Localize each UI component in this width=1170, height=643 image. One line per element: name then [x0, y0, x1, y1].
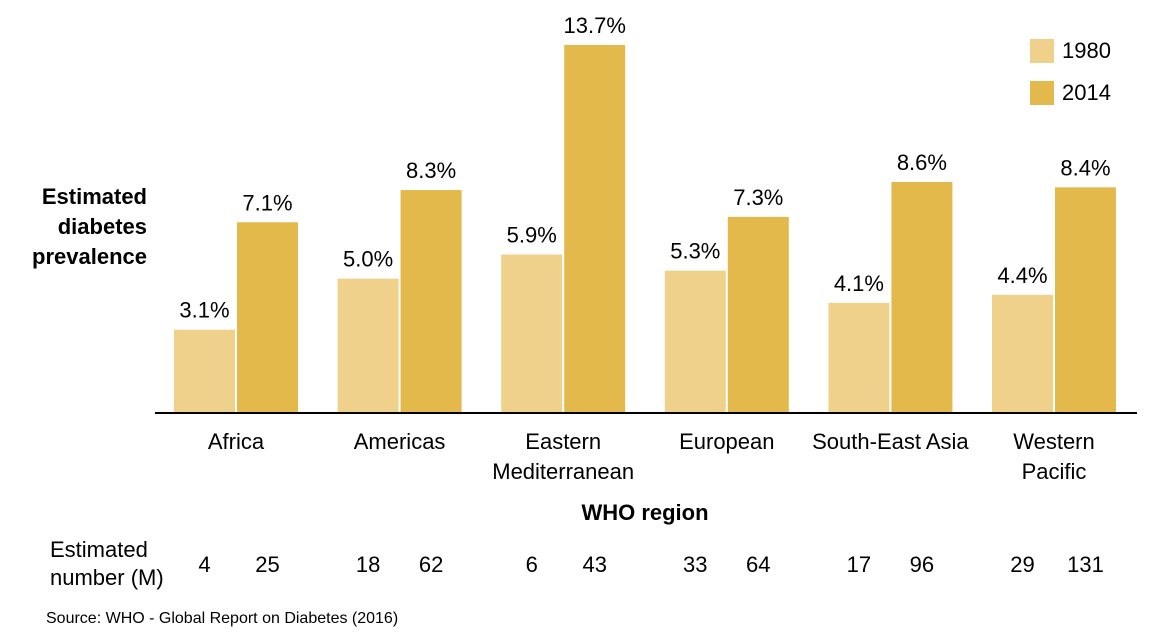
- legend-label-2014: 2014: [1062, 80, 1111, 105]
- estimated-number-value: 64: [746, 552, 770, 577]
- estimated-number-value: 25: [255, 552, 279, 577]
- y-axis-label-line: Estimated: [41, 184, 147, 209]
- estimated-number-value: 17: [847, 552, 871, 577]
- data-label: 13.7%: [564, 13, 626, 38]
- legend-item-2014: 2014: [1030, 72, 1111, 114]
- data-label: 5.9%: [507, 223, 557, 248]
- category-label: Eastern: [525, 429, 601, 454]
- data-label: 5.0%: [343, 247, 393, 272]
- legend-swatch-1980: [1030, 39, 1054, 63]
- bar-2014: [400, 190, 462, 413]
- legend-item-1980: 1980: [1030, 30, 1111, 72]
- bar-1980: [828, 302, 890, 413]
- estimated-number-label-line: Estimated: [50, 537, 148, 562]
- category-label: Americas: [354, 429, 446, 454]
- bar-1980: [337, 278, 399, 413]
- category-label: South-East Asia: [812, 429, 969, 454]
- bar-1980: [174, 329, 235, 413]
- estimated-number-value: 96: [910, 552, 934, 577]
- category-label: Pacific: [1022, 459, 1087, 484]
- bar-1980: [992, 294, 1053, 413]
- estimated-number-value: 33: [683, 552, 707, 577]
- data-label: 8.4%: [1060, 155, 1110, 180]
- x-axis-title: WHO region: [581, 500, 709, 525]
- estimated-number-label-line: number (M): [50, 565, 164, 590]
- legend: 1980 2014: [1030, 30, 1111, 114]
- data-label: 7.3%: [733, 185, 783, 210]
- data-label: 5.3%: [670, 239, 720, 264]
- bar-1980: [501, 254, 563, 413]
- estimated-number-value: 29: [1010, 552, 1034, 577]
- y-axis-label: Estimated diabetes prevalence: [0, 182, 147, 272]
- bar-2014: [564, 45, 626, 413]
- legend-label-1980: 1980: [1062, 38, 1111, 63]
- estimated-number-value: 4: [198, 552, 210, 577]
- category-label: Africa: [208, 429, 265, 454]
- estimated-number-label: Estimated number (M): [50, 536, 164, 592]
- source-note: Source: WHO - Global Report on Diabetes …: [46, 610, 399, 627]
- category-label: Western: [1013, 429, 1095, 454]
- data-label: 8.6%: [897, 150, 947, 175]
- data-label: 4.1%: [834, 271, 884, 296]
- bar-2014: [1055, 187, 1116, 413]
- estimated-number-value: 131: [1067, 552, 1104, 577]
- estimated-number-value: 43: [582, 552, 606, 577]
- legend-swatch-2014: [1030, 81, 1054, 105]
- bar-2014: [237, 222, 298, 413]
- category-label: Mediterranean: [492, 459, 634, 484]
- estimated-number-value: 6: [526, 552, 538, 577]
- bar-2014: [727, 216, 789, 413]
- estimated-number-value: 62: [419, 552, 443, 577]
- data-label: 7.1%: [242, 190, 292, 215]
- data-label: 8.3%: [406, 158, 456, 183]
- y-axis-label-line: diabetes: [57, 214, 147, 239]
- estimated-number-value: 18: [356, 552, 380, 577]
- bar-2014: [891, 181, 953, 413]
- category-label: European: [679, 429, 774, 454]
- bar-1980: [664, 270, 726, 413]
- y-axis-label-line: prevalence: [32, 244, 147, 269]
- data-label: 3.1%: [179, 298, 229, 323]
- data-label: 4.4%: [997, 263, 1047, 288]
